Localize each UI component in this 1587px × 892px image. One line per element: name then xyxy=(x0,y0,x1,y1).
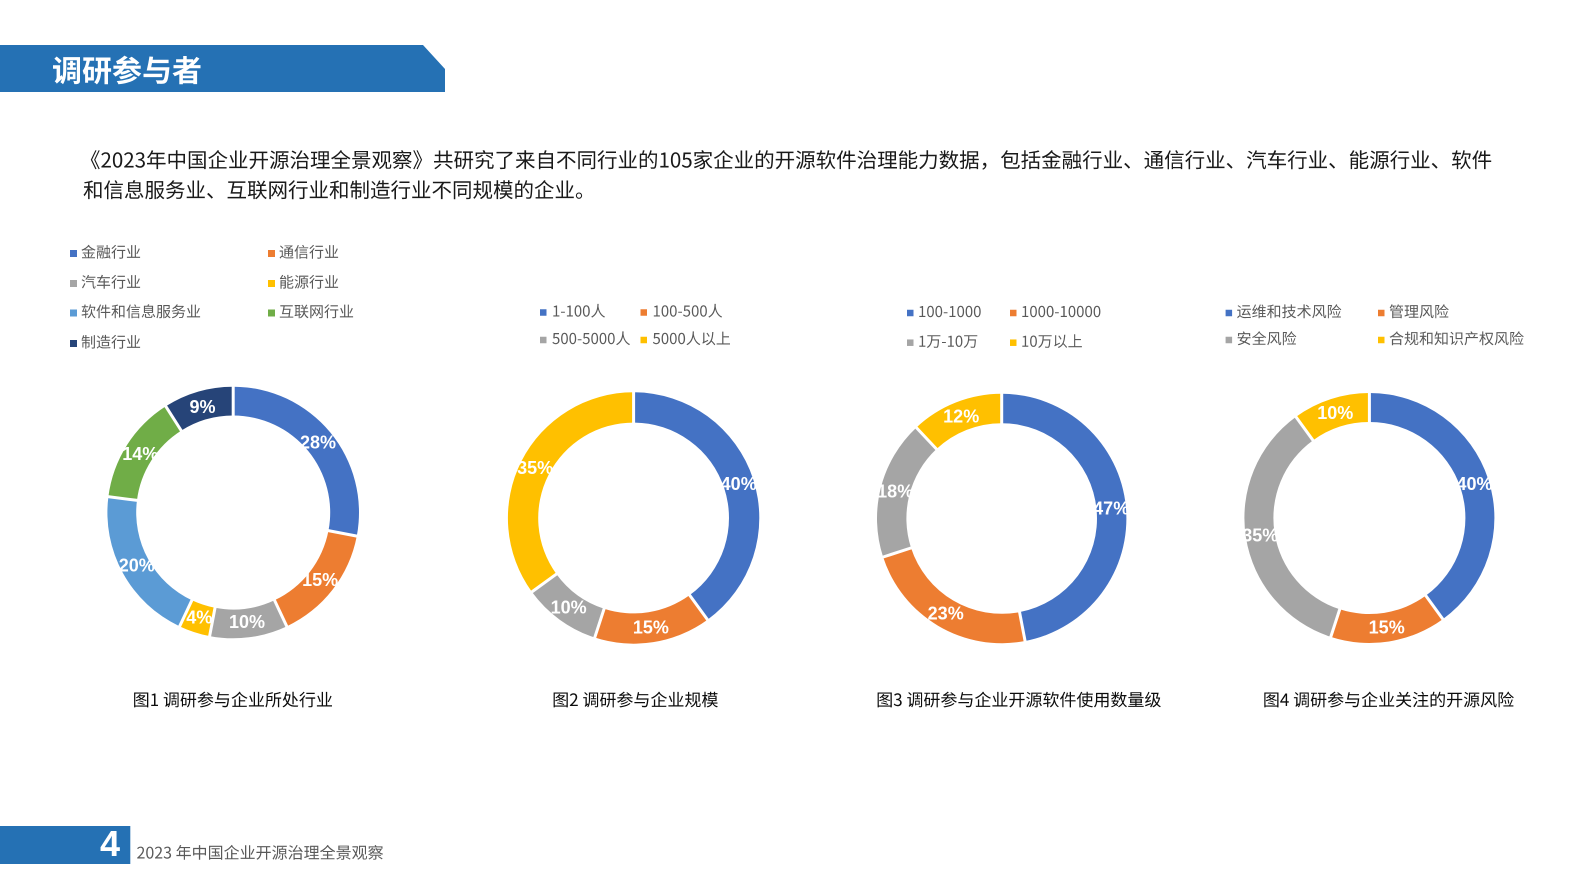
svg-text:47%: 47% xyxy=(1093,498,1129,518)
svg-text:40%: 40% xyxy=(1456,474,1492,494)
svg-text:9%: 9% xyxy=(189,397,215,417)
svg-text:20%: 20% xyxy=(119,556,155,576)
svg-text:23%: 23% xyxy=(928,603,964,623)
svg-text:10%: 10% xyxy=(229,612,265,632)
svg-text:12%: 12% xyxy=(943,406,979,426)
svg-text:15%: 15% xyxy=(633,617,669,637)
svg-text:35%: 35% xyxy=(1242,526,1278,546)
svg-text:15%: 15% xyxy=(302,570,338,590)
svg-text:40%: 40% xyxy=(721,474,757,494)
svg-text:15%: 15% xyxy=(1369,617,1405,637)
svg-text:10%: 10% xyxy=(551,598,587,618)
svg-text:28%: 28% xyxy=(300,433,336,453)
svg-text:10%: 10% xyxy=(1317,403,1353,423)
svg-text:14%: 14% xyxy=(122,444,158,464)
svg-text:35%: 35% xyxy=(517,458,553,478)
svg-text:4%: 4% xyxy=(186,607,212,627)
svg-text:18%: 18% xyxy=(877,481,913,501)
svg-text:4: 4 xyxy=(100,823,120,864)
